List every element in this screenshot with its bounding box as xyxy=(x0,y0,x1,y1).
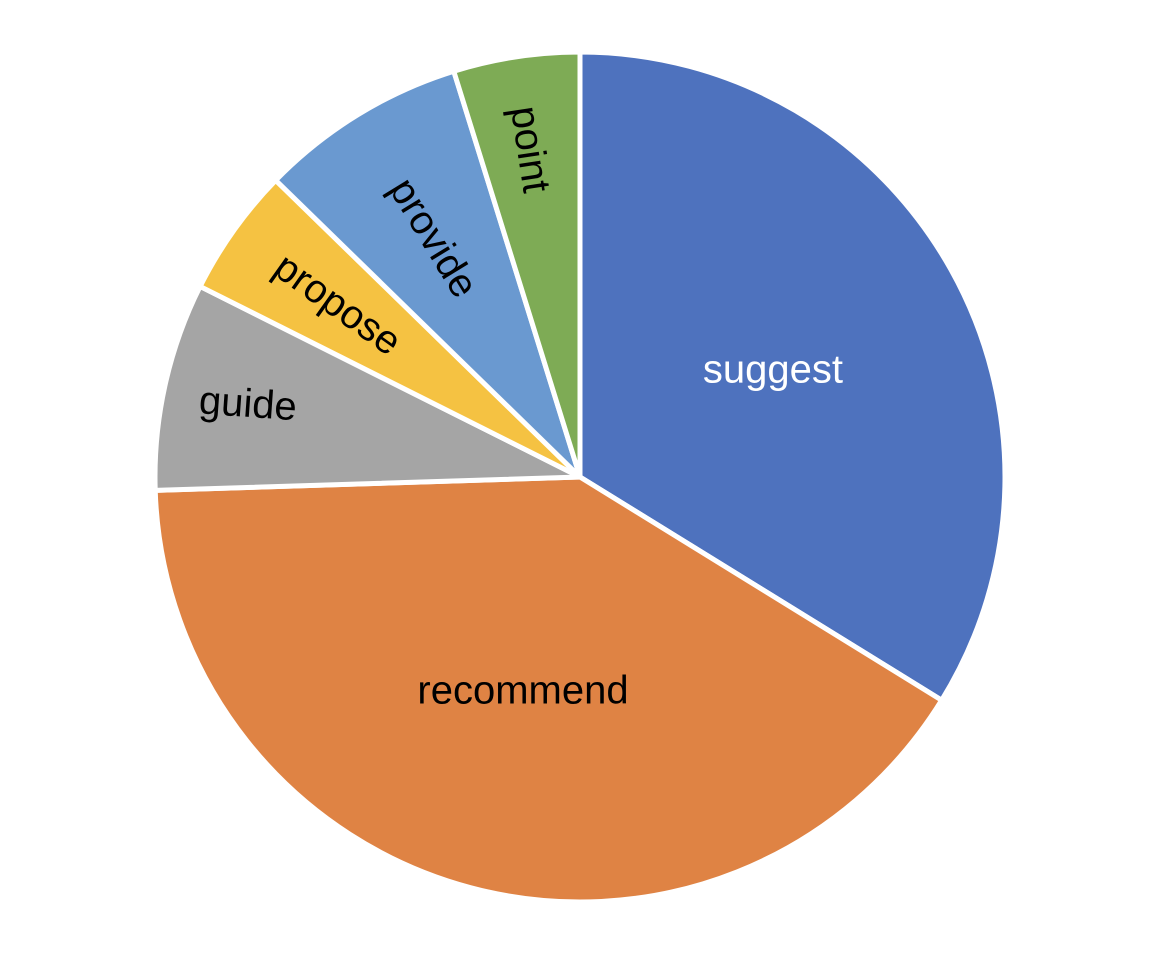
pie-label-recommend: recommend xyxy=(417,669,628,713)
pie-label-guide: guide xyxy=(198,379,299,430)
pie-slice-recommend xyxy=(152,474,945,905)
pie-slice-point xyxy=(451,49,583,480)
pie-slice-suggest xyxy=(577,49,1008,703)
pie-slice-guide xyxy=(152,283,583,493)
pie-slices xyxy=(152,49,1008,905)
pie-label-suggest: suggest xyxy=(703,347,843,391)
pie-slice-provide xyxy=(273,68,583,480)
